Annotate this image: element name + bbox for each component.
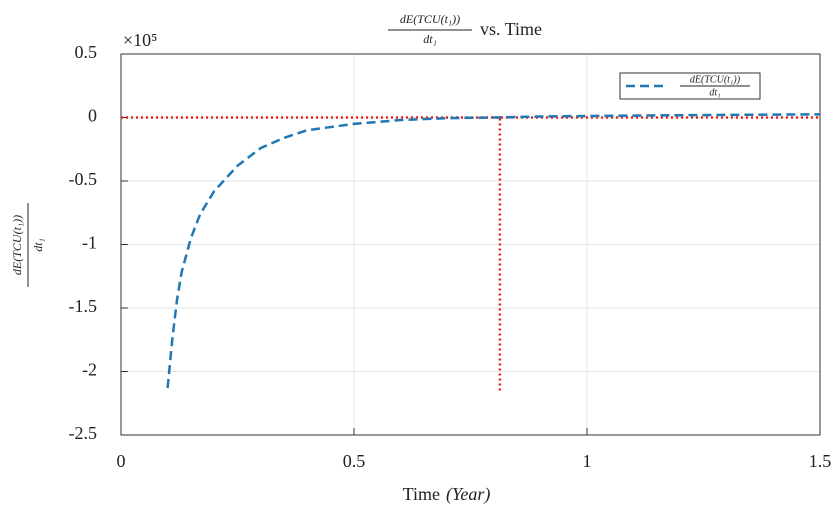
y-tick-label: -1 <box>82 233 97 253</box>
series-line <box>166 113 821 389</box>
y-tick-label: -2 <box>82 360 97 380</box>
y-label-numerator: dE(TCU(t₁)) <box>10 215 24 275</box>
y-tick-label: 0.5 <box>75 42 98 62</box>
y-tick-label: -2.5 <box>69 423 98 443</box>
x-label: Time <box>403 484 440 504</box>
x-tick-label: 1 <box>583 451 592 471</box>
y-tick-label: -1.5 <box>69 296 98 316</box>
x-label-unit: (Year) <box>446 484 490 505</box>
plot-frame <box>120 53 821 436</box>
title-denominator: dt₁ <box>423 32 437 46</box>
y-tick-label: -0.5 <box>69 169 98 189</box>
legend-denominator: dt₁ <box>709 87 720 98</box>
y-label-denominator: dt₁ <box>31 238 45 252</box>
legend-numerator: dE(TCU(t₁)) <box>690 74 741 85</box>
title-numerator: dE(TCU(t₁)) <box>400 12 460 26</box>
y-label: dE(TCU(t₁)) dt₁ <box>10 203 45 287</box>
x-tick-label: 0.5 <box>343 451 366 471</box>
title-text: vs. Time <box>480 19 542 39</box>
y-multiplier: ×10⁵ <box>123 30 157 50</box>
x-tick-label: 1.5 <box>809 451 832 471</box>
x-tick-label: 0 <box>117 451 126 471</box>
y-tick-label: 0 <box>88 106 97 126</box>
